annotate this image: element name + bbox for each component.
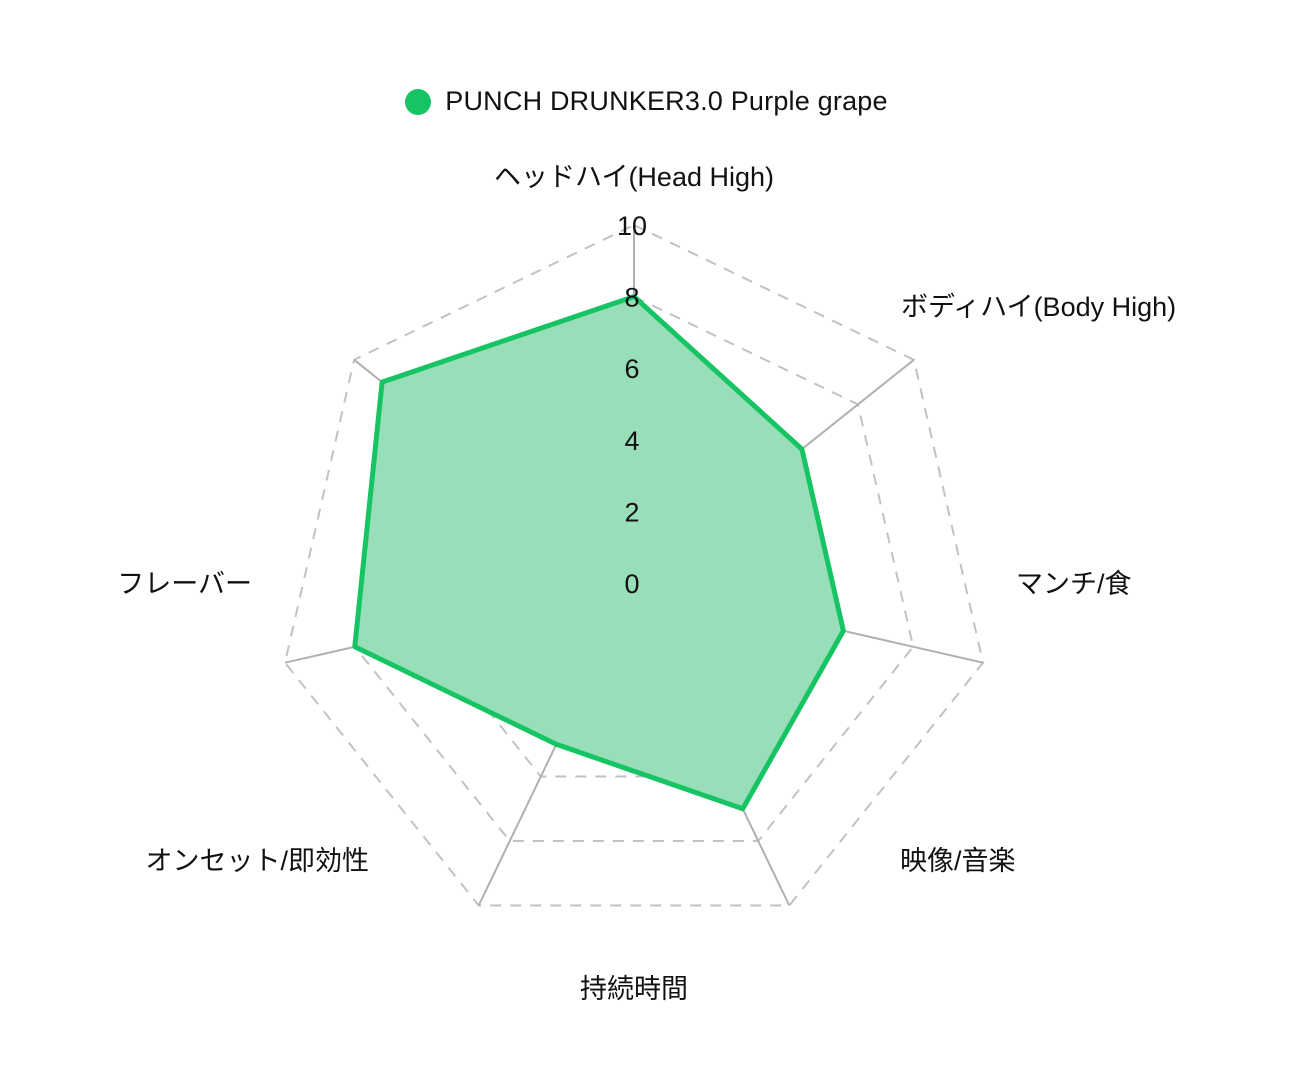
category-axis-labels: ヘッドハイ(Head High) ボディハイ(Body High) マンチ/食映像/… (117, 162, 1176, 1004)
radial-tick-label: 4 (624, 426, 639, 456)
axis-label-head-high: ヘッドハイ(Head High) (494, 162, 774, 192)
axis-label-visual-music: 映像/音楽 (900, 846, 1016, 876)
chart-legend: PUNCH DRUNKER3.0 Purple grape (0, 86, 1293, 117)
radial-tick-labels: 0 2 4 6 8 10 (617, 211, 647, 599)
radial-tick-label: 6 (624, 354, 639, 384)
legend-item-label: PUNCH DRUNKER3.0 Purple grape (445, 86, 888, 116)
series-polygon-punch-drunker (352, 294, 846, 812)
axis-label-duration: 持続時間 (580, 974, 688, 1004)
axis-label-flavor: フレーバー (117, 569, 252, 599)
axis-label-onset: オンセット/即効性 (145, 846, 369, 876)
grid-ring (283, 223, 985, 907)
axis-label-munchies: マンチ/食 (1016, 569, 1132, 599)
radial-tick-label: 10 (617, 211, 647, 241)
legend-circle-marker-icon (405, 88, 432, 115)
radial-tick-label: 2 (624, 497, 639, 527)
radial-tick-label: 0 (624, 569, 639, 599)
radial-tick-label: 8 (624, 283, 639, 313)
axis-label-body-high: ボディハイ(Body High) (901, 292, 1176, 322)
